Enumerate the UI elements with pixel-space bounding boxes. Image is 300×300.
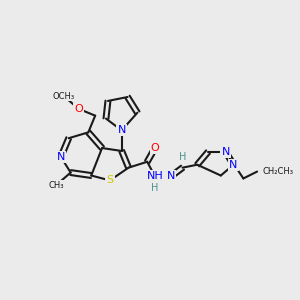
Text: OCH₃: OCH₃ <box>53 92 75 100</box>
Text: N: N <box>230 160 238 170</box>
Text: H: H <box>152 183 159 194</box>
Text: NH: NH <box>147 172 164 182</box>
Text: N: N <box>118 125 126 135</box>
Text: N: N <box>167 172 175 182</box>
Text: CH₃: CH₃ <box>48 181 64 190</box>
Text: S: S <box>106 176 113 185</box>
Text: N: N <box>221 147 230 157</box>
Text: O: O <box>151 143 159 153</box>
Text: O: O <box>74 104 83 114</box>
Text: N: N <box>57 152 65 162</box>
Text: CH₂CH₃: CH₂CH₃ <box>263 167 294 176</box>
Text: H: H <box>179 152 186 162</box>
